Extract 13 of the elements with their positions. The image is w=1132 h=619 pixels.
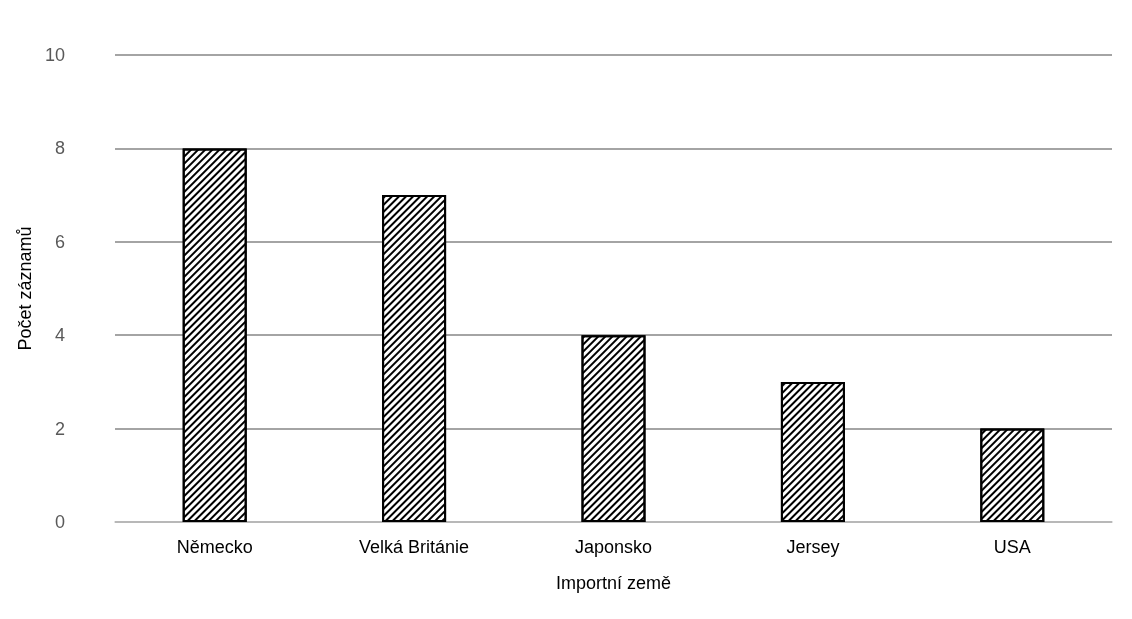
y-tick-label: 4	[54, 325, 65, 346]
y-tick-label: 2	[54, 418, 65, 439]
x-tick-label: Velká Británie	[359, 537, 470, 557]
x-tick-label: Jersey	[786, 537, 840, 557]
x-tick-label: Německo	[176, 537, 253, 557]
y-tick-label: 0	[54, 512, 65, 532]
y-tick-label: 6	[54, 231, 65, 252]
x-tick-label: Japonsko	[574, 537, 653, 557]
y-tick-label: 10	[44, 45, 65, 65]
y-tick-label: 8	[54, 138, 65, 159]
x-axis-title: Importní země	[555, 573, 672, 593]
y-axis-title: Počet záznamů	[15, 226, 36, 351]
x-tick-label: USA	[993, 537, 1031, 557]
